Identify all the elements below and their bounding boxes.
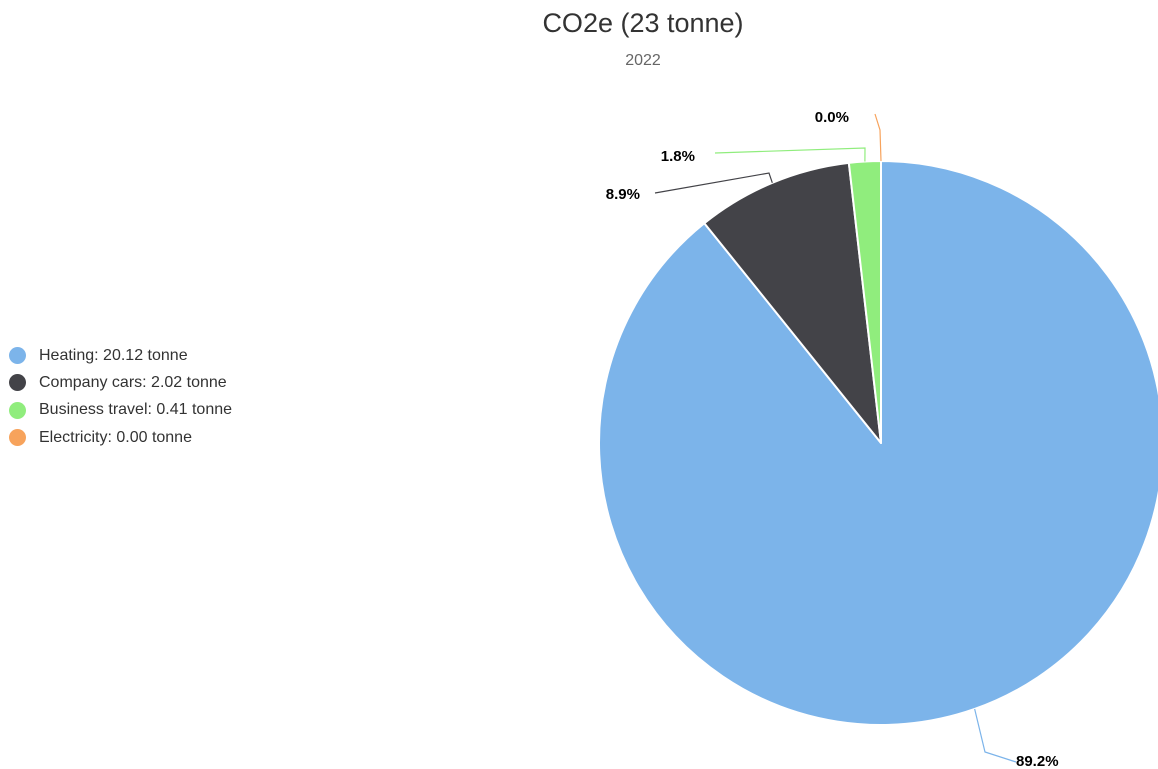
legend-label: Electricity: 0.00 tonne bbox=[39, 428, 192, 446]
legend-swatch-icon bbox=[9, 429, 26, 447]
legend-label: Business travel: 0.41 tonne bbox=[39, 401, 233, 419]
legend-item-business-travel[interactable]: Business travel: 0.41 tonne bbox=[9, 397, 232, 424]
legend-unit: tonne bbox=[151, 428, 192, 446]
connector-line-business-travel bbox=[714, 147, 866, 162]
legend-swatch-icon bbox=[9, 347, 26, 365]
legend-value: 0.41 bbox=[156, 401, 188, 419]
legend-value: 2.02 bbox=[151, 373, 183, 391]
connector-line-electricity bbox=[874, 113, 882, 162]
legend-value: 20.12 bbox=[103, 346, 144, 364]
legend-swatch-icon bbox=[9, 374, 26, 392]
legend-category: Business travel bbox=[39, 401, 148, 419]
chart-legend: Heating: 20.12 tonne Company cars: 2.02 … bbox=[9, 342, 232, 451]
legend-item-company-cars[interactable]: Company cars: 2.02 tonne bbox=[9, 369, 232, 396]
legend-category: Company cars bbox=[39, 373, 143, 391]
data-label-business-travel: 1.8% bbox=[661, 148, 695, 165]
data-label-heating: 89.2% bbox=[1016, 753, 1059, 769]
legend-unit: tonne bbox=[191, 401, 233, 419]
legend-swatch-icon bbox=[9, 401, 26, 419]
legend-item-electricity[interactable]: Electricity: 0.00 tonne bbox=[9, 424, 232, 451]
pie-slice-company-cars[interactable] bbox=[703, 161, 882, 444]
legend-unit: tonne bbox=[186, 373, 227, 391]
data-label-company-cars: 8.9% bbox=[606, 186, 640, 203]
connector-line-heating bbox=[974, 708, 1017, 763]
legend-category: Heating bbox=[39, 346, 95, 364]
legend-item-heating[interactable]: Heating: 20.12 tonne bbox=[9, 342, 232, 369]
legend-unit: tonne bbox=[147, 346, 188, 364]
legend-value: 0.00 bbox=[116, 428, 148, 446]
legend-category: Electricity bbox=[39, 428, 108, 446]
chart-title: CO2e (23 tonne) bbox=[542, 8, 744, 38]
pie-slice-heating[interactable] bbox=[598, 160, 1158, 726]
chart-subtitle: 2022 bbox=[625, 52, 661, 69]
legend-label: Company cars: 2.02 tonne bbox=[39, 373, 227, 391]
legend-label: Heating: 20.12 tonne bbox=[39, 346, 188, 364]
connector-line-company-cars bbox=[654, 172, 773, 194]
data-label-electricity: 0.0% bbox=[815, 109, 849, 126]
